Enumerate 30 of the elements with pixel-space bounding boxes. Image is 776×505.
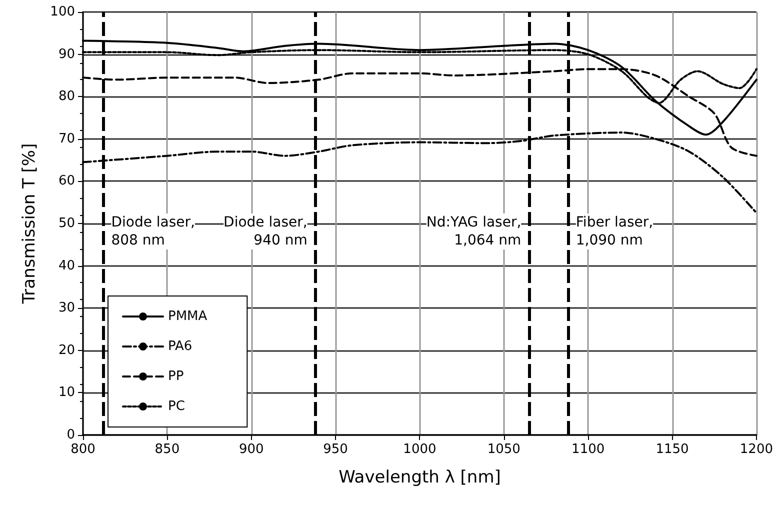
y-tick-label: 10: [58, 385, 75, 400]
x-tick-label: 850: [154, 442, 180, 457]
x-tick-label: 1000: [403, 442, 436, 457]
y-tick-label: 30: [58, 300, 75, 316]
y-tick-label: 70: [58, 131, 75, 146]
y-tick-label: 90: [58, 46, 75, 62]
legend-label: PP: [168, 369, 184, 384]
y-tick-label: 100: [50, 4, 75, 20]
y-tick-label: 20: [58, 342, 75, 358]
legend-label: PC: [168, 399, 185, 414]
y-tick-label: 80: [58, 89, 75, 104]
y-tick-label: 40: [58, 258, 75, 274]
ref-line-label: Fiber laser, 1,090 nm: [576, 214, 654, 248]
ref-line-label: Diode laser, 940 nm: [224, 214, 308, 248]
y-tick-label: 60: [58, 174, 75, 189]
x-tick-label: 900: [238, 442, 264, 457]
legend-label: PA6: [168, 339, 192, 354]
y-axis-title: Transmission T [%]: [20, 143, 40, 305]
y-tick-label: 0: [66, 428, 75, 442]
ref-line-label: Diode laser, 808 nm: [111, 214, 195, 248]
x-tick-label: 1100: [572, 442, 605, 457]
x-tick-label: 800: [70, 442, 96, 457]
x-tick-label: 1200: [740, 442, 774, 457]
x-tick-label: 1050: [487, 442, 520, 457]
ref-line-label: Nd:YAG laser, 1,064 nm: [426, 214, 522, 248]
y-tick-label: 50: [58, 216, 75, 231]
legend-label: PMMA: [168, 309, 208, 324]
x-axis-title: Wavelength λ [nm]: [338, 468, 501, 488]
x-tick-label: 950: [323, 442, 348, 457]
x-tick-label: 1150: [656, 442, 689, 457]
